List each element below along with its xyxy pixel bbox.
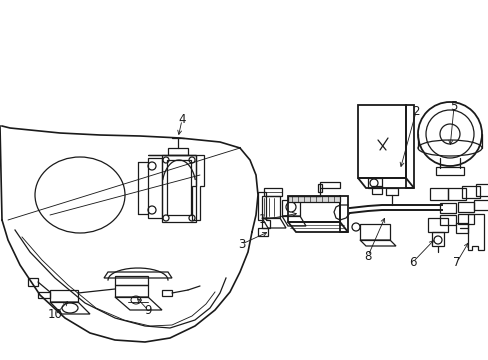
Text: 9: 9 [144,303,151,316]
Bar [439,203,455,213]
Text: 6: 6 [408,256,416,269]
Bar [461,186,479,198]
Bar [431,232,443,246]
Bar [429,188,447,200]
Bar [457,202,473,212]
Text: 10: 10 [47,309,62,321]
Text: 8: 8 [364,249,371,262]
Bar [473,200,488,210]
Text: 3: 3 [238,238,245,251]
Bar [447,188,465,200]
Bar [475,184,488,196]
Bar [359,224,389,240]
Polygon shape [287,196,339,202]
Bar [439,215,455,225]
Bar [427,218,447,232]
Bar [457,214,473,224]
Bar [435,167,463,175]
Text: 4: 4 [178,113,185,126]
Bar [455,223,467,233]
Text: 1: 1 [258,213,265,226]
Text: 5: 5 [449,100,457,113]
Bar [167,160,191,215]
Text: 2: 2 [411,105,419,118]
Text: 7: 7 [452,256,460,269]
